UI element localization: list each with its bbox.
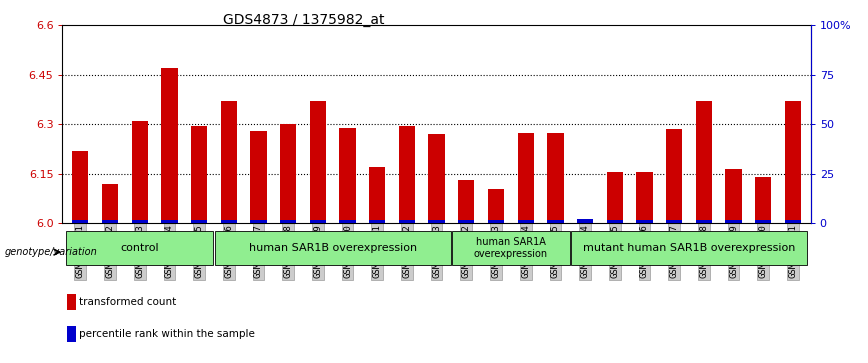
Bar [755, 220, 772, 223]
Bar [191, 126, 207, 223]
Bar [191, 220, 207, 223]
Bar [132, 121, 148, 223]
Bar [250, 131, 266, 223]
Bar [161, 68, 178, 223]
Bar [280, 220, 296, 223]
Bar [636, 172, 653, 223]
Bar [636, 220, 653, 223]
Text: transformed count: transformed count [79, 297, 176, 307]
Bar [72, 220, 89, 223]
Bar [547, 220, 563, 223]
Text: mutant human SAR1B overexpression: mutant human SAR1B overexpression [582, 243, 795, 253]
Bar [726, 169, 741, 223]
Bar [429, 134, 444, 223]
Bar [458, 220, 475, 223]
Text: genotype/variation: genotype/variation [4, 247, 97, 257]
Bar [398, 220, 415, 223]
Text: human SAR1B overexpression: human SAR1B overexpression [248, 243, 417, 253]
Text: GDS4873 / 1375982_at: GDS4873 / 1375982_at [223, 13, 385, 27]
Bar [488, 220, 504, 223]
Bar [577, 221, 593, 223]
Bar [132, 220, 148, 223]
FancyBboxPatch shape [452, 231, 569, 265]
Bar [339, 220, 356, 223]
Bar [666, 129, 682, 223]
Bar [577, 219, 593, 223]
Bar [339, 128, 356, 223]
Bar [67, 294, 76, 310]
Bar [785, 101, 801, 223]
Bar [517, 220, 534, 223]
FancyBboxPatch shape [66, 231, 214, 265]
Bar [695, 220, 712, 223]
Bar [72, 151, 89, 223]
Bar [517, 132, 534, 223]
Bar [547, 132, 563, 223]
Text: human SAR1A
overexpression: human SAR1A overexpression [474, 237, 548, 258]
Bar [67, 326, 76, 342]
Bar [250, 220, 266, 223]
Bar [369, 167, 385, 223]
Bar [220, 101, 237, 223]
Text: percentile rank within the sample: percentile rank within the sample [79, 329, 255, 339]
Bar [429, 220, 444, 223]
Bar [310, 220, 326, 223]
Bar [102, 220, 118, 223]
Bar [666, 220, 682, 223]
Bar [488, 189, 504, 223]
Bar [607, 220, 623, 223]
Bar [310, 101, 326, 223]
Bar [398, 126, 415, 223]
Bar [220, 220, 237, 223]
Bar [726, 220, 741, 223]
Bar [785, 220, 801, 223]
Bar [280, 125, 296, 223]
FancyBboxPatch shape [571, 231, 807, 265]
Bar [369, 220, 385, 223]
FancyBboxPatch shape [214, 231, 450, 265]
Bar [458, 180, 475, 223]
Bar [755, 177, 772, 223]
Bar [102, 184, 118, 223]
Bar [607, 172, 623, 223]
Bar [695, 101, 712, 223]
Text: control: control [121, 243, 159, 253]
Bar [161, 220, 178, 223]
